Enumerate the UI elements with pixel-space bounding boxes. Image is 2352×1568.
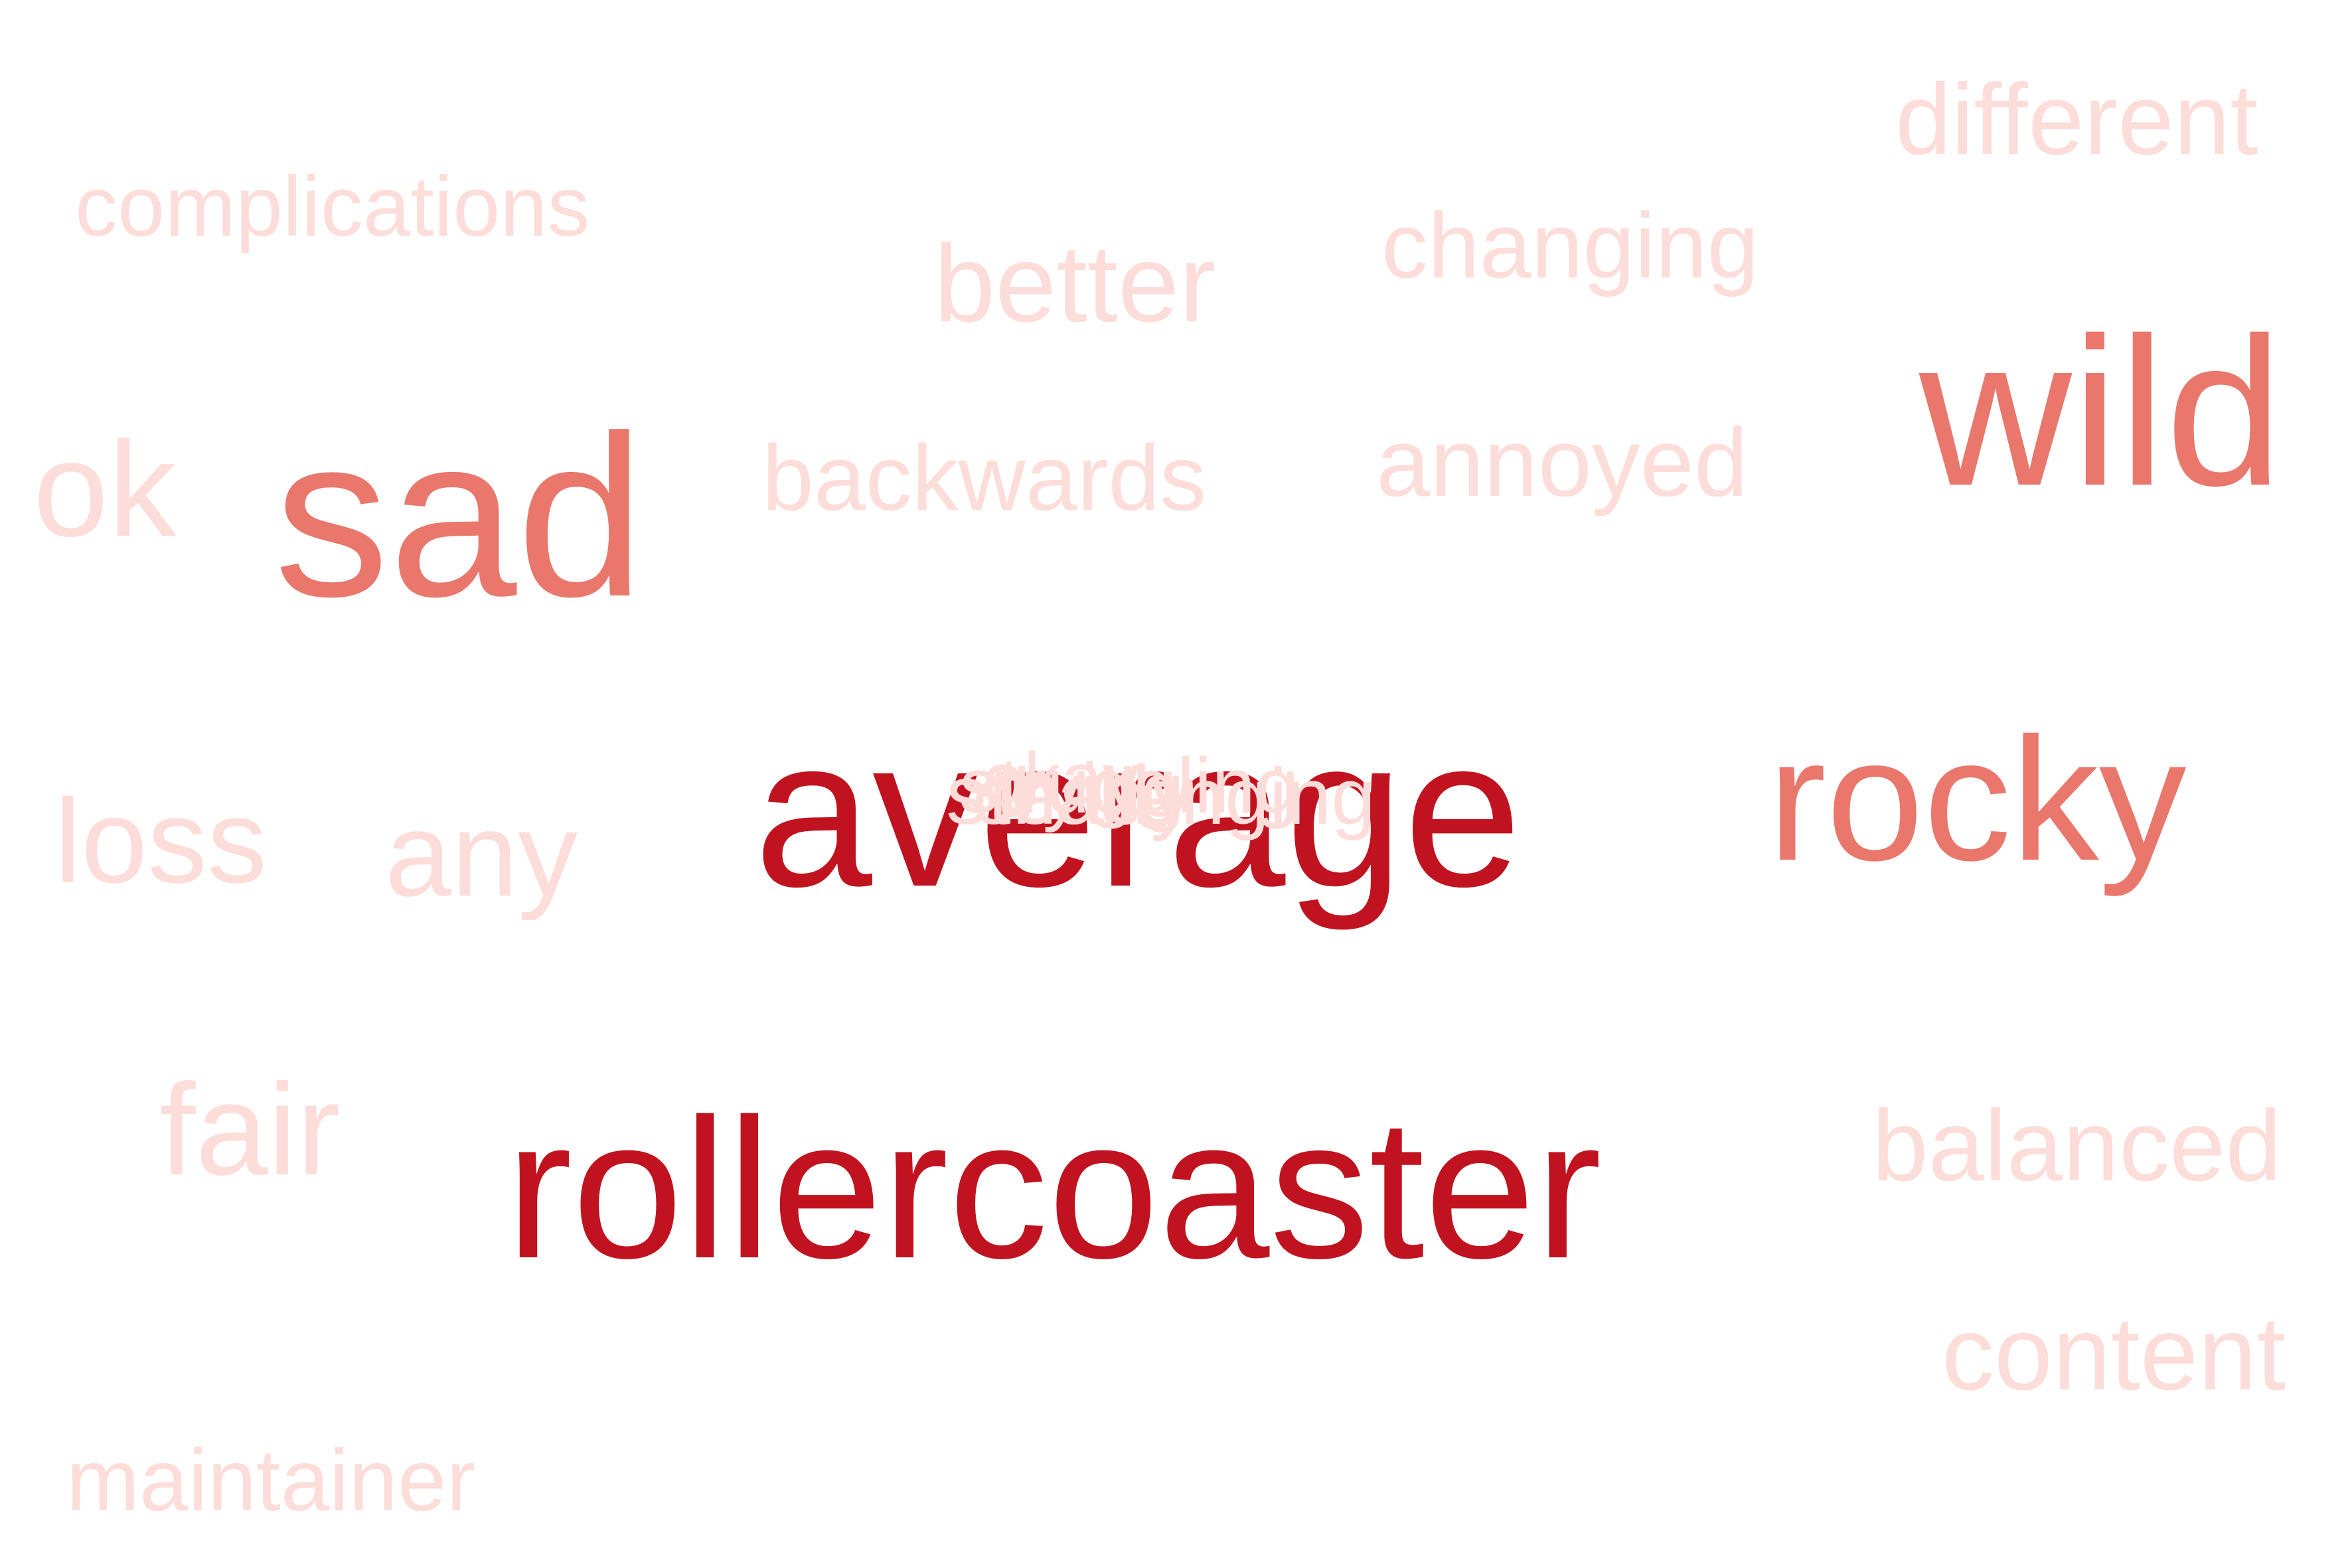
word-overlap-4: okay: [982, 738, 1140, 821]
word-complications: complications: [75, 159, 590, 254]
word-changing: changing: [1381, 193, 1759, 297]
word-rocky: rocky: [1768, 701, 2187, 897]
word-average: average: [754, 693, 1522, 931]
word-maintainer: maintainer: [66, 1431, 476, 1529]
word-fair: fair: [159, 1057, 341, 1202]
word-ok: ok: [33, 414, 177, 565]
word-content: content: [1942, 1295, 2286, 1412]
word-wild: wild: [1919, 294, 2283, 530]
word-overlap-3: challenging: [973, 752, 1376, 841]
word-overlap-1: steady: [946, 748, 1193, 842]
word-different: different: [1895, 63, 2258, 176]
word-balanced: balanced: [1872, 1089, 2282, 1202]
word-annoyed: annoyed: [1376, 408, 1749, 516]
word-overlap-2: struggling: [959, 742, 1299, 830]
word-overlap-5: trying: [996, 747, 1184, 833]
word-rollercoaster: rollercoaster: [506, 1077, 1602, 1300]
word-loss: loss: [54, 775, 268, 908]
word-any: any: [385, 788, 578, 921]
word-backwards: backwards: [762, 426, 1207, 530]
word-sad: sad: [274, 388, 645, 645]
word-better: better: [934, 222, 1216, 345]
